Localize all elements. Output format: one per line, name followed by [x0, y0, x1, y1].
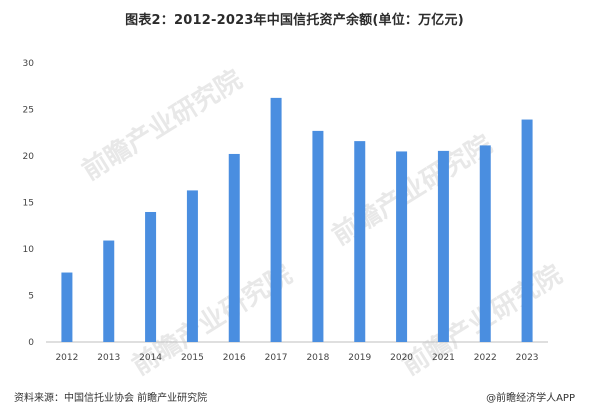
bar-2020 [396, 151, 408, 342]
bar-2018 [312, 130, 324, 342]
x-tick-label: 2014 [139, 353, 162, 363]
x-tick-label: 2018 [306, 353, 329, 363]
x-tick-label: 2016 [223, 353, 246, 363]
x-tick-label: 2013 [97, 353, 120, 363]
y-tick-label: 15 [23, 199, 34, 209]
x-tick-label: 2022 [474, 353, 497, 363]
x-tick-label: 2021 [432, 353, 455, 363]
bar-2022 [479, 145, 491, 342]
bar-2015 [186, 190, 198, 342]
bar-2021 [437, 150, 449, 342]
source-note: 资料来源：中国信托业协会 前瞻产业研究院 [14, 393, 208, 404]
y-tick-label: 0 [28, 338, 34, 348]
chart-title: 图表2：2012-2023年中国信托资产余额(单位：万亿元) [125, 13, 464, 28]
y-tick-label: 25 [23, 106, 34, 116]
y-tick-label: 30 [23, 59, 35, 69]
y-tick-label: 20 [23, 152, 35, 162]
y-tick-label: 5 [28, 292, 34, 302]
x-tick-label: 2015 [181, 353, 204, 363]
x-tick-label: 2012 [55, 353, 78, 363]
bar-2017 [270, 97, 282, 342]
x-tick-label: 2017 [265, 353, 288, 363]
x-tick-label: 2023 [516, 353, 539, 363]
x-tick-label: 2019 [348, 353, 371, 363]
bar-2019 [354, 141, 366, 342]
bar-2013 [103, 240, 115, 342]
bar-2012 [61, 272, 73, 342]
bar-2014 [145, 211, 157, 342]
bar-2016 [228, 153, 240, 342]
y-tick-label: 10 [23, 245, 35, 255]
bar-2023 [521, 119, 533, 342]
brand-note: @前瞻经济学人APP [486, 393, 575, 404]
x-tick-label: 2020 [390, 353, 413, 363]
